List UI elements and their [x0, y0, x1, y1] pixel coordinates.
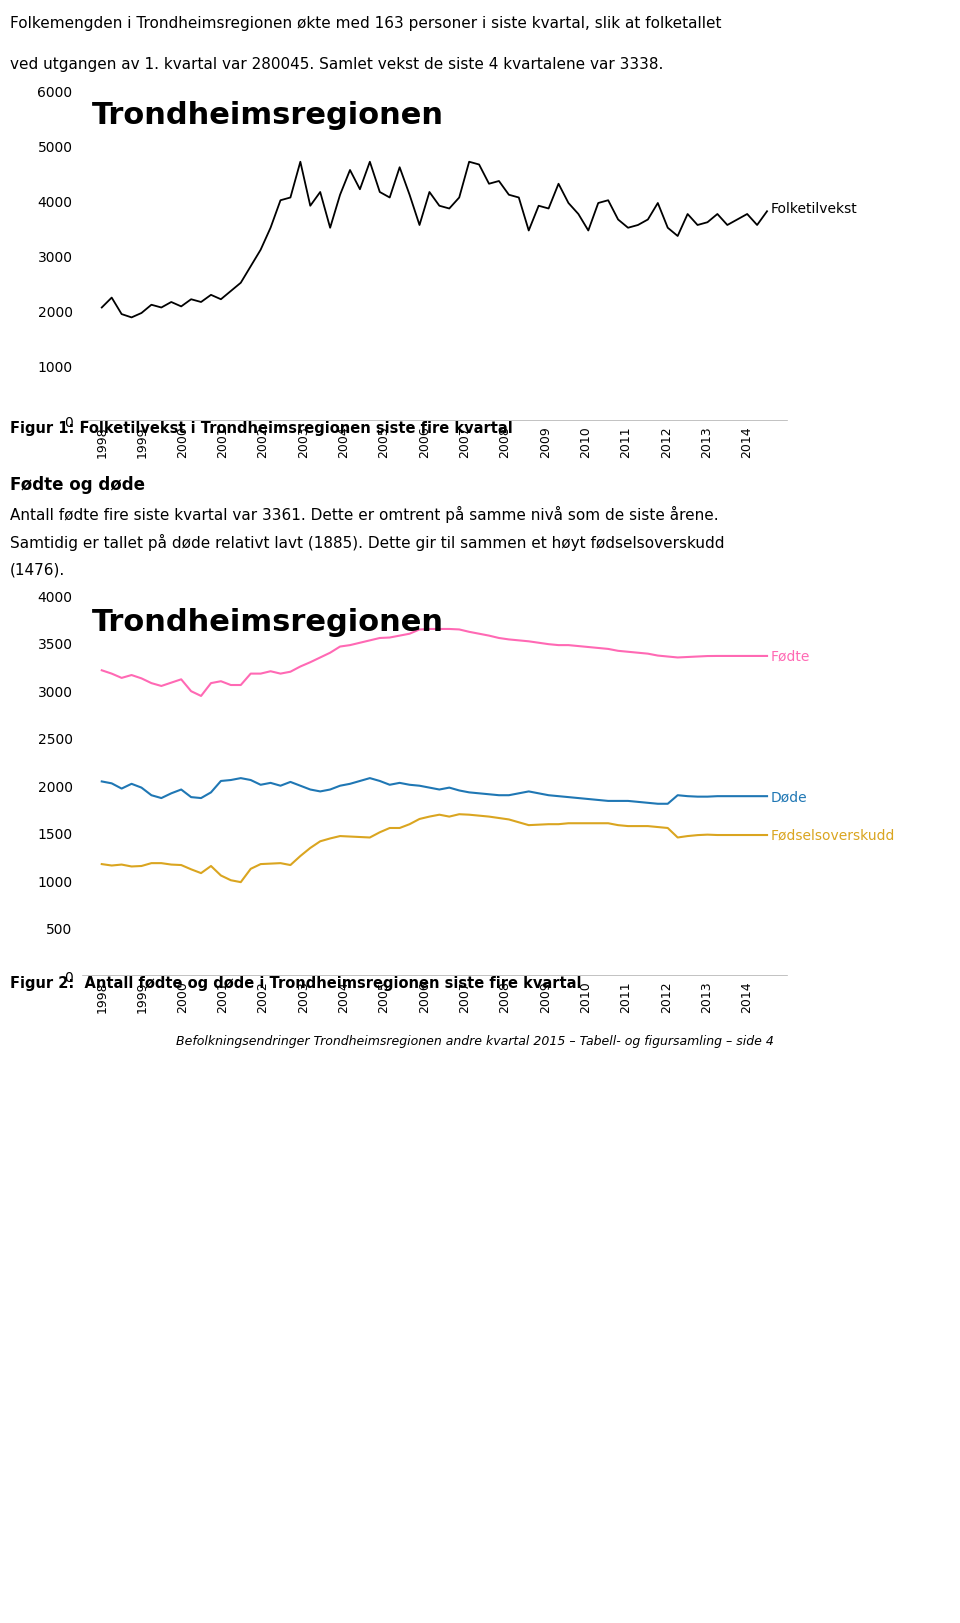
- Text: ved utgangen av 1. kvartal var 280045. Samlet vekst de siste 4 kvartalene var 33: ved utgangen av 1. kvartal var 280045. S…: [10, 57, 663, 73]
- Text: Folketilvekst: Folketilvekst: [771, 203, 858, 216]
- Text: Trondheimsregionen: Trondheimsregionen: [92, 101, 444, 130]
- Text: Fødte: Fødte: [771, 649, 810, 664]
- Text: Antall fødte fire siste kvartal var 3361. Dette er omtrent på samme nivå som de : Antall fødte fire siste kvartal var 3361…: [10, 506, 718, 523]
- Text: Figur 2:  Antall fødte og døde i Trondheimsregionen siste fire kvartal: Figur 2: Antall fødte og døde i Trondhei…: [10, 975, 581, 990]
- Text: Trondheimsregionen: Trondheimsregionen: [92, 607, 444, 636]
- Text: Folkemengden i Trondheimsregionen økte med 163 personer i siste kvartal, slik at: Folkemengden i Trondheimsregionen økte m…: [10, 16, 721, 31]
- Text: Samtidig er tallet på døde relativt lavt (1885). Dette gir til sammen et høyt fø: Samtidig er tallet på døde relativt lavt…: [10, 534, 724, 550]
- Text: Døde: Døde: [771, 790, 807, 803]
- Text: Figur 1: Folketilvekst i Trondheimsregionen siste fire kvartal: Figur 1: Folketilvekst i Trondheimsregio…: [10, 420, 513, 437]
- Text: Fødte og døde: Fødte og døde: [10, 476, 145, 493]
- Text: Fødselsoverskudd: Fødselsoverskudd: [771, 828, 896, 842]
- Text: Befolkningsendringer Trondheimsregionen andre kvartal 2015 – Tabell- og figursam: Befolkningsendringer Trondheimsregionen …: [177, 1034, 774, 1047]
- Text: (1476).: (1476).: [10, 562, 65, 576]
